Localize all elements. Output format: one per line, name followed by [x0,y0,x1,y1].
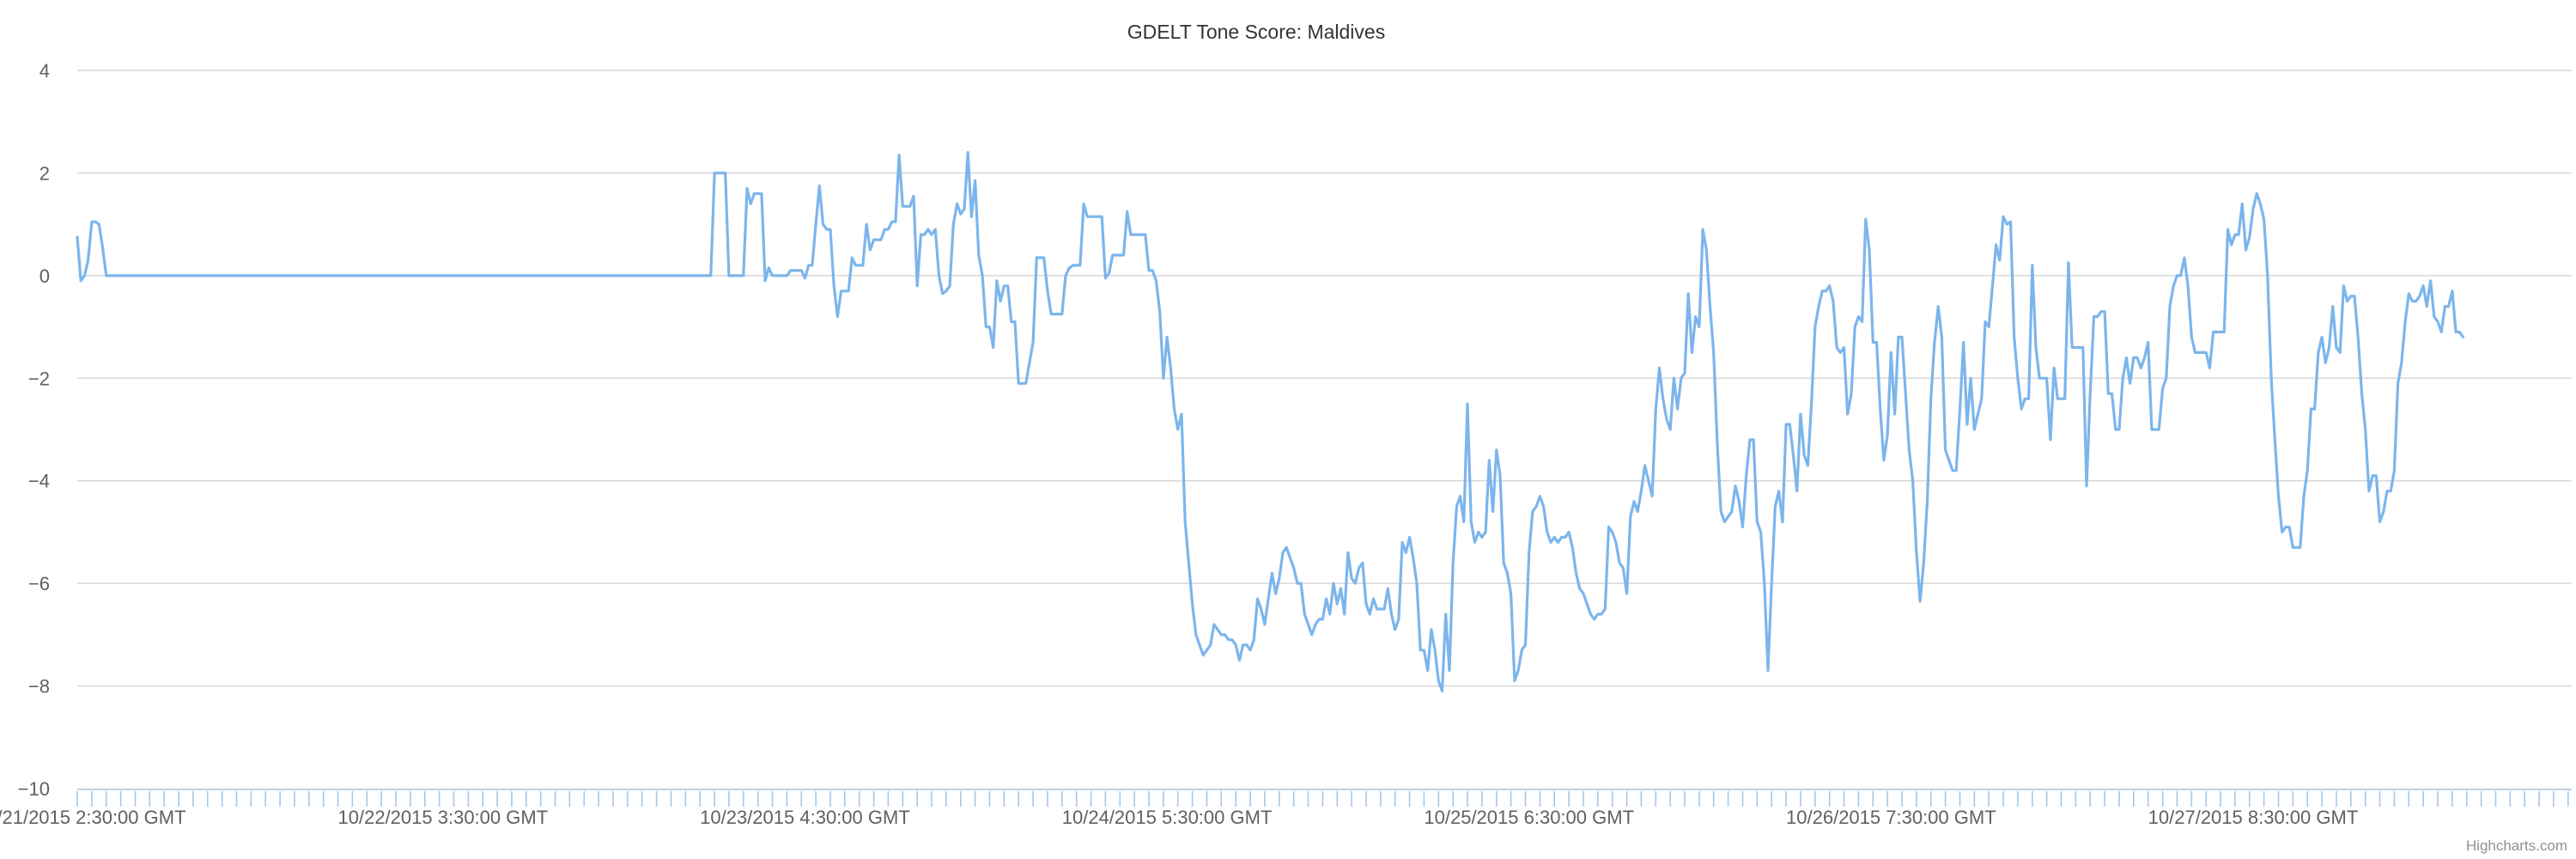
series-line-0[interactable] [76,150,2465,693]
x-tick-label: 10/21/2015 2:30:00 GMT [0,807,186,828]
x-tick-label: 10/23/2015 4:30:00 GMT [700,807,910,828]
y-tick-label: 0 [39,265,50,287]
y-tick-label: −4 [28,471,50,492]
x-tick-label: 10/24/2015 5:30:00 GMT [1062,807,1273,828]
y-tick-label: 4 [39,60,50,82]
y-tick-label: 2 [39,162,50,184]
gridlines [77,70,2572,687]
y-tick-label: −6 [28,573,50,594]
x-axis: 10/21/2015 2:30:00 GMT 10/22/2015 3:30:00… [0,789,2572,828]
y-tick-label: −10 [18,778,50,800]
x-tick-label: 10/22/2015 3:30:00 GMT [338,807,549,828]
chart-title: GDELT Tone Score: Maldives [1127,21,1385,43]
y-axis-tick-labels: 4 2 0 −2 −4 −6 −8 −10 [18,60,50,800]
y-tick-label: −2 [28,368,50,389]
x-axis-tick-marks [76,791,2569,807]
x-tick-label: 10/25/2015 6:30:00 GMT [1424,807,1634,828]
credits-link[interactable]: Highcharts.com [2466,838,2567,854]
series-group[interactable] [76,150,2465,693]
x-tick-label: 10/26/2015 7:30:00 GMT [1786,807,1996,828]
y-tick-label: −8 [28,676,50,698]
x-tick-label: 10/27/2015 8:30:00 GMT [2148,807,2359,828]
